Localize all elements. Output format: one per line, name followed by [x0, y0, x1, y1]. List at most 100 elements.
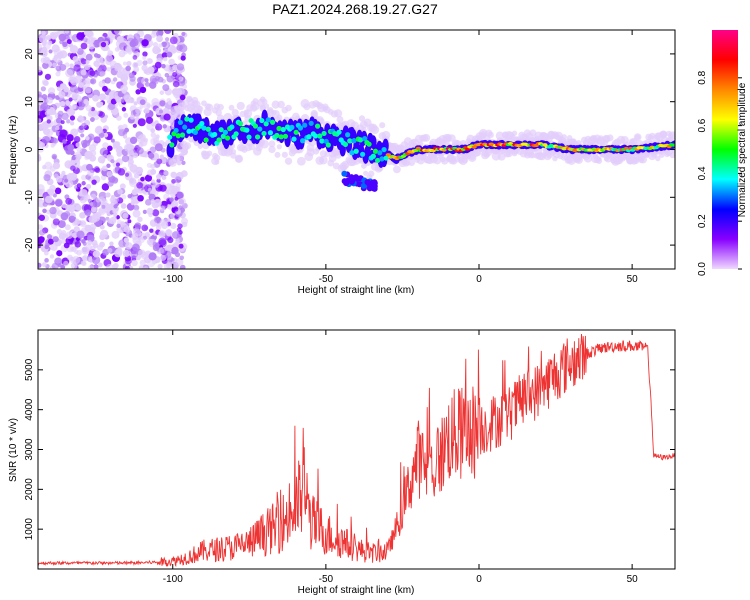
noise-blob — [111, 216, 117, 222]
noise-blob — [42, 201, 48, 207]
noise-blob — [162, 84, 170, 92]
noise-blob — [135, 106, 142, 114]
noise-blob — [152, 241, 158, 247]
noise-blob — [176, 191, 185, 200]
snr-x-tick-label: -100 — [163, 574, 183, 585]
noise-blob — [125, 242, 133, 250]
noise-blob — [76, 32, 85, 41]
ridge-halo — [276, 114, 283, 121]
ridge-halo — [596, 156, 602, 162]
ridge-halo — [215, 109, 222, 117]
colorbar-label: Normalized spectral amplitude — [737, 82, 748, 217]
noise-blob — [47, 188, 55, 196]
noise-blob — [42, 46, 47, 51]
noise-blob — [134, 222, 142, 230]
noise-blob — [139, 99, 146, 106]
noise-blob — [177, 223, 183, 229]
noise-blob — [119, 42, 128, 51]
ridge-halo — [261, 98, 268, 105]
noise-blob — [135, 113, 140, 118]
noise-blob — [118, 50, 126, 58]
noise-blob — [102, 154, 108, 160]
noise-blob — [132, 123, 137, 128]
noise-blob — [54, 187, 62, 195]
ridge-halo — [306, 148, 315, 157]
ridge-halo — [358, 115, 366, 122]
noise-blob — [43, 174, 51, 182]
noise-blob — [166, 98, 172, 104]
noise-blob — [154, 143, 163, 152]
figure-title: PAZ1.2024.268.19.27.G27 — [272, 1, 438, 17]
noise-blob — [88, 43, 95, 50]
noise-blob — [99, 241, 106, 248]
noise-blob — [98, 93, 106, 101]
ridge-halo — [448, 134, 456, 142]
snr-y-tick-label: 4000 — [24, 398, 35, 421]
noise-blob — [154, 61, 162, 69]
noise-blob — [44, 111, 49, 116]
noise-blob — [109, 90, 117, 98]
noise-blob — [141, 224, 149, 232]
noise-blob — [135, 89, 141, 95]
ridge-halo — [183, 142, 192, 150]
noise-blob — [111, 230, 120, 239]
ridge-peak — [274, 132, 280, 139]
spectrogram-y-tick-label: -10 — [24, 190, 35, 205]
noise-blob — [62, 139, 67, 144]
noise-blob — [178, 243, 184, 249]
noise-blob — [70, 165, 76, 171]
noise-blob — [131, 259, 138, 267]
ridge-peak — [259, 117, 265, 124]
noise-blob — [85, 183, 92, 190]
ridge-halo — [197, 143, 204, 149]
noise-blob — [180, 55, 186, 61]
ridge-halo — [213, 154, 221, 162]
noise-blob — [101, 165, 108, 172]
noise-blob — [52, 162, 61, 170]
noise-blob — [122, 61, 127, 66]
noise-blob — [169, 197, 174, 202]
noise-blob — [90, 79, 95, 84]
snr-x-label: Height of straight line (km) — [298, 585, 415, 596]
noise-blob — [46, 119, 52, 124]
noise-blob — [114, 166, 120, 172]
noise-blob — [123, 112, 129, 118]
noise-blob — [142, 60, 148, 66]
noise-blob — [90, 206, 97, 213]
noise-blob — [38, 229, 46, 236]
noise-blob — [165, 262, 172, 269]
spectrogram-y-tick-label: 20 — [24, 48, 35, 60]
noise-blob — [50, 143, 55, 148]
noise-blob — [95, 110, 100, 116]
ridge-peak — [383, 155, 389, 161]
noise-blob — [60, 264, 66, 269]
ridge-halo — [228, 104, 235, 111]
noise-blob — [123, 237, 130, 243]
ridge-peak — [218, 127, 224, 133]
snr-y-tick-label: 2000 — [24, 478, 35, 501]
noise-blob — [124, 172, 130, 177]
noise-blob — [163, 30, 172, 34]
noise-blob — [44, 195, 53, 204]
ridge-peak — [261, 130, 267, 137]
noise-blob — [136, 147, 144, 155]
ridge-peak — [342, 141, 349, 148]
noise-blob — [48, 49, 53, 54]
ridge-peak — [177, 119, 184, 126]
noise-blob — [65, 236, 74, 245]
noise-blob — [150, 132, 156, 138]
noise-blob — [98, 101, 104, 107]
noise-blob — [145, 81, 150, 87]
snr-chart: -100 -50 0 50 1000 2000 3000 4000 5000 Height o… — [8, 329, 676, 596]
ridge-peak — [308, 120, 314, 126]
noise-blob — [110, 159, 115, 164]
ridge-peak — [188, 117, 194, 123]
noise-blob — [125, 65, 132, 72]
spectrogram-x-tick-label: -100 — [163, 274, 183, 285]
noise-blob — [143, 266, 149, 269]
noise-blob — [68, 215, 76, 223]
ridge-halo — [296, 156, 306, 166]
secondary-blob — [371, 185, 378, 192]
noise-blob — [82, 37, 89, 43]
noise-blob — [98, 132, 105, 139]
